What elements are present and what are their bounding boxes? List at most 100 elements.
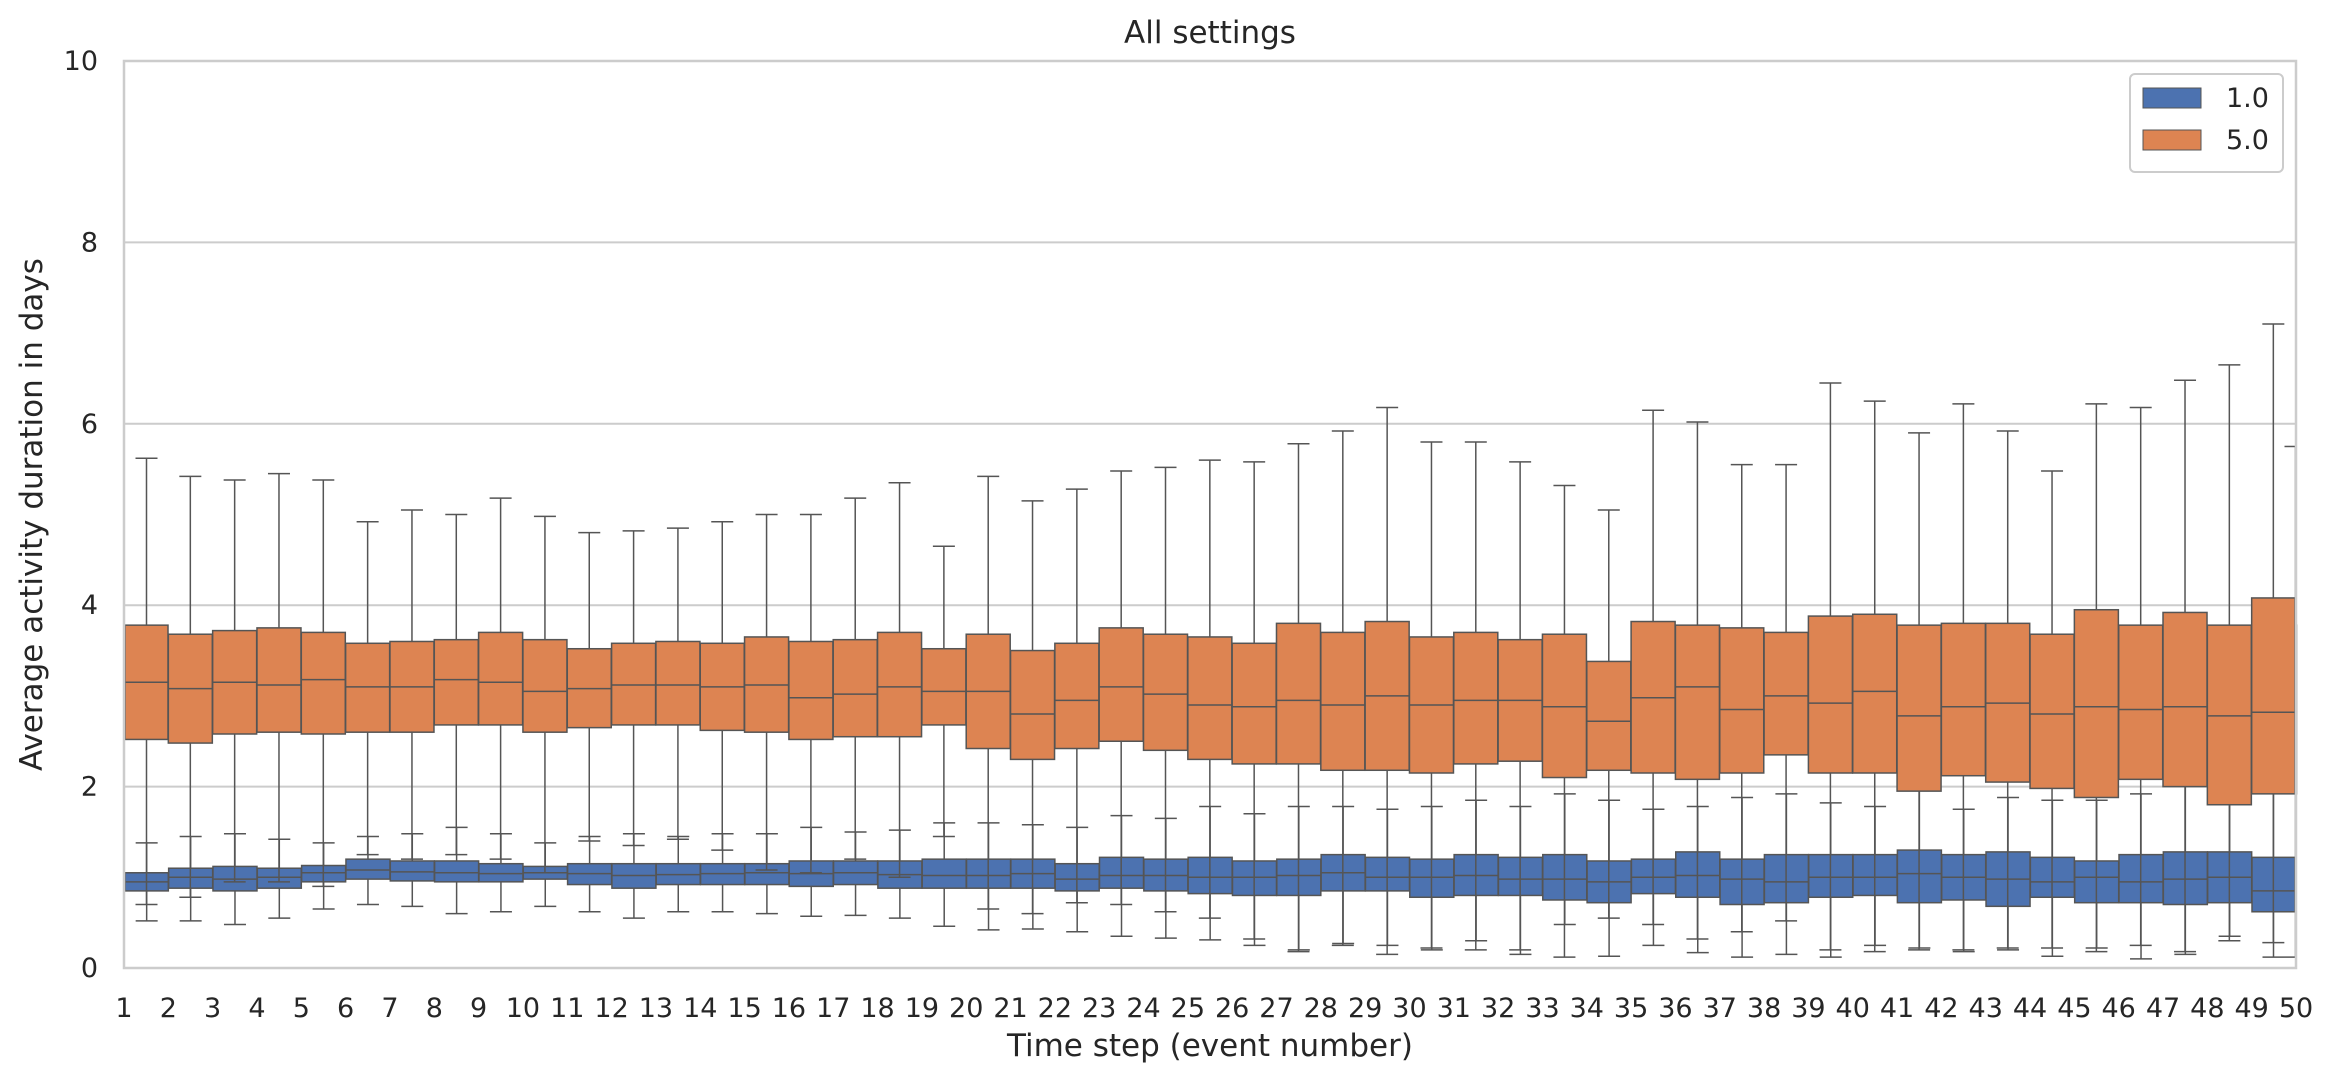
x-tick-label: 48 bbox=[2190, 993, 2224, 1024]
y-tick-label: 2 bbox=[81, 772, 98, 803]
box-5.0-step-18 bbox=[876, 482, 923, 879]
iqr-box bbox=[921, 858, 967, 889]
box-5.0-step-17 bbox=[832, 497, 878, 860]
iqr-box bbox=[655, 640, 701, 726]
box-5.0-step-35 bbox=[1630, 409, 1676, 926]
iqr-box bbox=[1851, 613, 1898, 774]
box-1.0-step-12 bbox=[566, 835, 613, 913]
box-1.0-step-20 bbox=[921, 822, 967, 928]
plot-frame bbox=[122, 59, 2298, 970]
box-5.0-step-41 bbox=[1896, 432, 1942, 951]
x-tick-label: 47 bbox=[2146, 993, 2180, 1024]
x-tick-label: 37 bbox=[1703, 993, 1737, 1024]
x-tick-label: 8 bbox=[426, 993, 443, 1024]
legend-entry-series-1: 1.0 bbox=[2142, 83, 2269, 114]
box-5.0-step-31 bbox=[1453, 441, 1499, 951]
box-5.0-step-4 bbox=[256, 472, 302, 883]
x-axis-title: Time step (event number) bbox=[1006, 1028, 1413, 1064]
box-5.0-step-34 bbox=[1586, 509, 1632, 919]
y-axis-ticks: 0 2 4 6 8 10 bbox=[64, 46, 98, 984]
iqr-box bbox=[832, 638, 878, 738]
iqr-box bbox=[478, 862, 524, 883]
iqr-box bbox=[1231, 642, 1277, 765]
box-series-layer bbox=[124, 323, 2298, 960]
box-5.0-step-37 bbox=[1719, 463, 1765, 933]
iqr-box bbox=[1719, 627, 1765, 774]
iqr-box bbox=[1807, 615, 1854, 774]
x-tick-label: 23 bbox=[1082, 993, 1116, 1024]
box-5.0-step-33 bbox=[1541, 484, 1588, 958]
iqr-box bbox=[1142, 633, 1189, 752]
x-tick-label: 36 bbox=[1658, 993, 1692, 1024]
x-tick-label: 14 bbox=[683, 993, 717, 1024]
iqr-box bbox=[1098, 627, 1144, 742]
box-5.0-step-47 bbox=[2162, 379, 2208, 953]
iqr-box bbox=[2117, 624, 2164, 781]
iqr-box bbox=[433, 638, 480, 726]
x-tick-label: 43 bbox=[1969, 993, 2003, 1024]
iqr-box bbox=[2250, 597, 2296, 795]
box-5.0-step-42 bbox=[1940, 403, 1987, 951]
series-2 bbox=[124, 323, 2298, 958]
box-5.0-step-20 bbox=[965, 475, 1011, 910]
x-tick-label: 34 bbox=[1570, 993, 1604, 1024]
box-5.0-step-7 bbox=[389, 509, 435, 860]
iqr-box bbox=[1586, 660, 1632, 772]
x-tick-label: 15 bbox=[727, 993, 761, 1024]
iqr-box bbox=[1674, 624, 1721, 781]
legend-swatch-series-2 bbox=[2142, 129, 2202, 151]
box-5.0-step-13 bbox=[655, 527, 701, 840]
box-5.0-step-23 bbox=[1098, 470, 1144, 906]
x-tick-label: 26 bbox=[1215, 993, 1249, 1024]
iqr-box bbox=[256, 627, 302, 733]
iqr-box bbox=[389, 860, 436, 882]
x-tick-label: 4 bbox=[248, 993, 265, 1024]
x-tick-label: 30 bbox=[1392, 993, 1426, 1024]
box-5.0-step-24 bbox=[1142, 466, 1189, 913]
legend-entry-series-2: 5.0 bbox=[2142, 125, 2269, 156]
x-tick-label: 41 bbox=[1880, 993, 1914, 1024]
x-tick-label: 21 bbox=[993, 993, 1027, 1024]
box-5.0-step-36 bbox=[1674, 421, 1721, 940]
x-tick-label: 16 bbox=[772, 993, 806, 1024]
x-tick-label: 9 bbox=[470, 993, 487, 1024]
box-5.0-step-3 bbox=[211, 479, 258, 883]
box-5.0-step-45 bbox=[2073, 403, 2120, 953]
x-tick-label: 1 bbox=[115, 993, 132, 1024]
iqr-box bbox=[1275, 622, 1322, 765]
iqr-box bbox=[1009, 649, 1056, 761]
x-tick-label: 38 bbox=[1747, 993, 1781, 1024]
box-5.0-step-16 bbox=[788, 513, 834, 874]
iqr-box bbox=[2162, 611, 2208, 788]
iqr-box bbox=[876, 631, 923, 738]
box-5.0-step-5 bbox=[300, 479, 347, 888]
iqr-box bbox=[345, 858, 391, 880]
x-tick-label: 44 bbox=[2013, 993, 2047, 1024]
box-5.0-step-28 bbox=[1320, 430, 1366, 947]
x-tick-label: 19 bbox=[905, 993, 939, 1024]
box-5.0-step-8 bbox=[433, 513, 480, 856]
box-5.0-step-30 bbox=[1408, 441, 1455, 949]
box-5.0-step-29 bbox=[1364, 406, 1410, 956]
x-tick-label: 24 bbox=[1126, 993, 1160, 1024]
x-tick-label: 12 bbox=[594, 993, 628, 1024]
box-5.0-step-1 bbox=[124, 457, 169, 906]
x-tick-label: 27 bbox=[1259, 993, 1293, 1024]
legend-label-series-2: 5.0 bbox=[2226, 125, 2269, 156]
x-tick-label: 39 bbox=[1791, 993, 1825, 1024]
iqr-box bbox=[2029, 633, 2075, 790]
box-5.0-step-38 bbox=[1763, 463, 1809, 922]
box-5.0-step-19 bbox=[921, 545, 967, 838]
x-tick-label: 29 bbox=[1348, 993, 1382, 1024]
box-5.0-step-14 bbox=[699, 521, 745, 851]
box-5.0-step-15 bbox=[743, 513, 790, 871]
x-tick-label: 25 bbox=[1171, 993, 1205, 1024]
x-axis-ticks: 1 2 3 4 5 6 7 8 9 10 11 12 13 14 15 16 17 18 19 20 21 22 23 24 2… bbox=[115, 993, 2313, 1024]
x-tick-label: 2 bbox=[160, 993, 177, 1024]
y-axis-title: Average activity duration in days bbox=[14, 258, 50, 771]
iqr-box bbox=[1541, 633, 1588, 779]
x-tick-label: 31 bbox=[1437, 993, 1471, 1024]
box-5.0-step-6 bbox=[344, 521, 391, 856]
box-5.0-step-9 bbox=[477, 497, 524, 860]
